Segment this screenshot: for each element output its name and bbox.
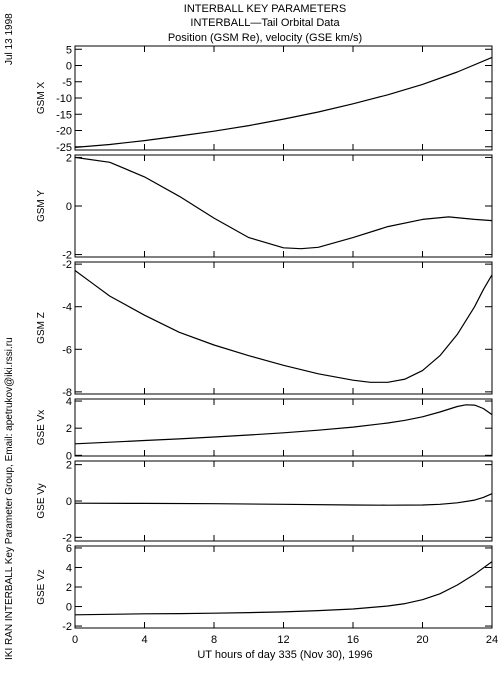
side-credit-label: IKI RAN INTERBALL Key Parameter Group, E… bbox=[4, 337, 15, 660]
x-tick-label: 0 bbox=[72, 634, 78, 646]
y-tick-label: -8 bbox=[62, 387, 72, 399]
series-line-gsm-y bbox=[74, 156, 493, 250]
y-tick-label: -2 bbox=[62, 259, 72, 271]
y-tick-label: -4 bbox=[62, 302, 72, 314]
side-date-label: Jul 13 1998 bbox=[4, 13, 15, 65]
panel-frame-3 bbox=[74, 261, 493, 395]
series-line-gsm-z bbox=[74, 270, 493, 383]
x-tick-label: 20 bbox=[416, 634, 428, 646]
y-tick-label: 2 bbox=[66, 582, 72, 594]
series-line-gse-vz bbox=[74, 561, 493, 616]
y-tick-label: 0 bbox=[66, 602, 72, 614]
y-tick-label: -2 bbox=[62, 250, 72, 262]
panel-frame-5 bbox=[74, 460, 493, 542]
y-tick-label: 5 bbox=[66, 44, 72, 56]
panel-frame-2 bbox=[74, 154, 493, 258]
y-tick-label: 0 bbox=[66, 201, 72, 213]
y-tick-label: -6 bbox=[62, 344, 72, 356]
y-tick-label: 4 bbox=[66, 396, 72, 408]
series-line-gse-vx bbox=[74, 404, 493, 445]
y-tick-label: 6 bbox=[66, 543, 72, 555]
y-tick-label: 2 bbox=[66, 423, 72, 435]
series-line-gsm-x bbox=[74, 56, 493, 148]
panel-frame-1 bbox=[74, 45, 493, 151]
y-tick-label: 4 bbox=[66, 562, 72, 574]
y-tick-label: 2 bbox=[66, 152, 72, 164]
x-tick-label: 12 bbox=[277, 634, 289, 646]
series-line-gse-vy bbox=[74, 493, 493, 506]
y-tick-label: 2 bbox=[66, 460, 72, 472]
y-axis-label: GSM X bbox=[36, 82, 47, 115]
y-tick-label: -2 bbox=[62, 532, 72, 544]
y-tick-label: -2 bbox=[62, 621, 72, 633]
y-axis-label: GSE Vx bbox=[36, 410, 47, 446]
x-tick-label: 8 bbox=[211, 634, 217, 646]
x-axis-label: UT hours of day 335 (Nov 30), 1996 bbox=[197, 649, 372, 661]
y-axis-label: GSM Z bbox=[36, 312, 47, 344]
y-tick-label: -5 bbox=[62, 77, 72, 89]
y-axis-label: GSE Vz bbox=[36, 569, 47, 605]
panel-frame-6 bbox=[74, 545, 493, 629]
y-tick-label: -25 bbox=[56, 142, 72, 154]
y-tick-label: 0 bbox=[66, 61, 72, 73]
panel-frame-4 bbox=[74, 398, 493, 457]
y-tick-label: 0 bbox=[66, 496, 72, 508]
y-axis-label: GSM Y bbox=[36, 190, 47, 222]
title-line-3: Position (GSM Re), velocity (GSE km/s) bbox=[168, 32, 362, 44]
y-tick-label: 0 bbox=[66, 450, 72, 462]
x-tick-label: 4 bbox=[141, 634, 147, 646]
y-axis-label: GSE Vy bbox=[36, 483, 47, 518]
title-line-2: INTERBALL—Tail Orbital Data bbox=[190, 17, 340, 29]
y-tick-label: -15 bbox=[56, 109, 72, 121]
y-tick-label: -20 bbox=[56, 126, 72, 138]
x-tick-label: 24 bbox=[486, 634, 498, 646]
title-line-1: INTERBALL KEY PARAMETERS bbox=[184, 3, 346, 15]
x-tick-label: 16 bbox=[347, 634, 359, 646]
y-tick-label: -10 bbox=[56, 93, 72, 105]
